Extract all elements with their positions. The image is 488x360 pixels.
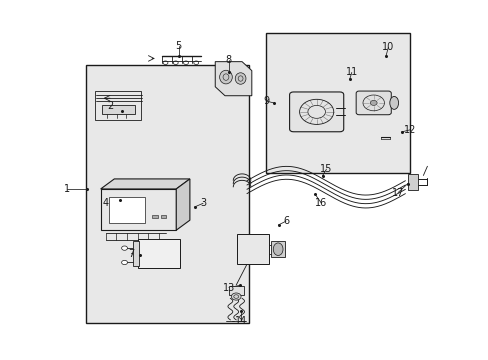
Text: 7: 7 [128, 248, 134, 258]
Bar [160, 215, 166, 218]
Text: 8: 8 [225, 55, 231, 65]
Bar [109, 197, 144, 223]
Bar [86, 65, 249, 323]
FancyBboxPatch shape [289, 92, 343, 132]
Text: 13: 13 [223, 283, 235, 293]
Text: 12: 12 [403, 125, 416, 135]
Bar [228, 286, 243, 295]
Polygon shape [101, 179, 189, 189]
Ellipse shape [235, 73, 245, 84]
Bar [237, 234, 268, 264]
Text: 5: 5 [175, 41, 182, 50]
Bar [95, 91, 141, 120]
Text: 2: 2 [107, 102, 113, 112]
FancyBboxPatch shape [355, 91, 390, 115]
Text: 15: 15 [320, 164, 332, 174]
Bar [266, 33, 409, 173]
Text: 4: 4 [102, 198, 108, 208]
Ellipse shape [219, 70, 232, 84]
Bar [138, 239, 179, 268]
Bar [271, 241, 285, 257]
Polygon shape [176, 179, 189, 230]
Ellipse shape [389, 96, 398, 109]
Bar [407, 174, 417, 190]
Bar [102, 105, 135, 114]
Circle shape [369, 100, 376, 105]
Text: 6: 6 [282, 216, 288, 226]
Circle shape [122, 260, 127, 265]
Text: 11: 11 [345, 67, 357, 77]
Text: 9: 9 [263, 96, 269, 106]
Text: 1: 1 [63, 184, 69, 194]
Ellipse shape [273, 243, 283, 256]
Circle shape [122, 246, 127, 250]
Bar [101, 189, 176, 230]
Text: 10: 10 [382, 42, 394, 52]
Text: 17: 17 [391, 188, 404, 198]
Text: 16: 16 [315, 198, 327, 208]
Polygon shape [215, 62, 251, 96]
Bar [133, 241, 139, 266]
Circle shape [231, 293, 241, 300]
Bar [152, 215, 158, 218]
Text: 14: 14 [234, 316, 246, 325]
Text: 3: 3 [200, 198, 206, 208]
